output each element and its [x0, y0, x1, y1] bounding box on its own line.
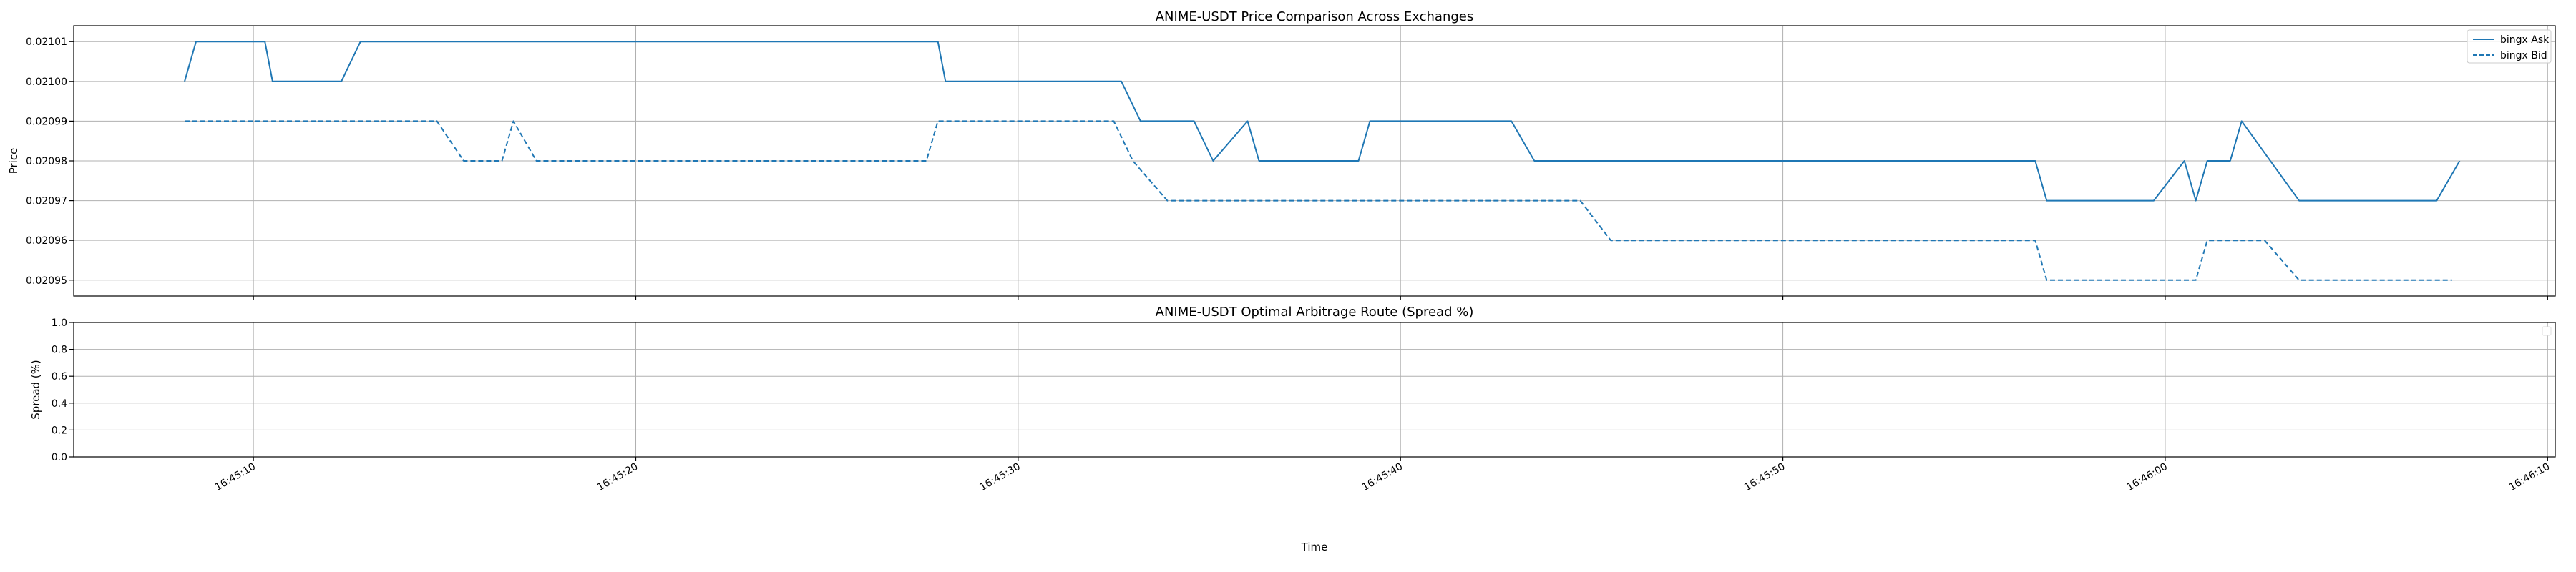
y-tick-label: 0.02099 — [26, 116, 67, 127]
spread-y-axis-label: Spread (%) — [29, 360, 42, 420]
bingx-bid-line — [185, 120, 2452, 281]
y-tick-label: 0.6 — [52, 371, 67, 383]
bingx-ask-line — [184, 41, 2461, 202]
spread-plot-frame — [73, 322, 2556, 458]
legend-ask-label: bingx Ask — [2500, 34, 2550, 46]
y-tick-label: 0.0 — [52, 452, 67, 463]
price-panel: ANIME-USDT Price Comparison Across Excha… — [7, 9, 2556, 300]
y-tick-label: 0.02100 — [26, 77, 67, 88]
spread-legend-box — [2542, 326, 2552, 336]
price-legend: bingx Ask bingx Bid — [2467, 29, 2552, 64]
price-y-axis-label: Price — [7, 148, 20, 174]
time-axis-label: Time — [1301, 541, 1328, 553]
price-y-ticks: 0.02095 0.02096 0.02097 0.02098 0.02099 0.021… — [26, 36, 74, 287]
price-chart-title: ANIME-USDT Price Comparison Across Excha… — [1156, 9, 1474, 24]
price-x-ticks — [253, 296, 2548, 300]
legend-bid-label: bingx Bid — [2500, 50, 2547, 61]
y-tick-label: 1.0 — [52, 317, 67, 329]
y-tick-label: 0.8 — [52, 345, 67, 356]
y-tick-label: 0.2 — [52, 425, 67, 436]
y-tick-label: 0.02095 — [26, 275, 67, 287]
y-tick-label: 0.02096 — [26, 235, 67, 247]
spread-chart-title: ANIME-USDT Optimal Arbitrage Route (Spre… — [1156, 305, 1474, 320]
spread-y-ticks: 0.0 0.2 0.4 0.6 0.8 1.0 — [52, 317, 74, 463]
price-series-lines — [184, 41, 2461, 281]
y-tick-label: 0.02101 — [26, 36, 67, 48]
y-tick-label: 0.02098 — [26, 156, 67, 167]
y-tick-label: 0.4 — [52, 398, 67, 410]
y-tick-label: 0.02097 — [26, 196, 67, 207]
